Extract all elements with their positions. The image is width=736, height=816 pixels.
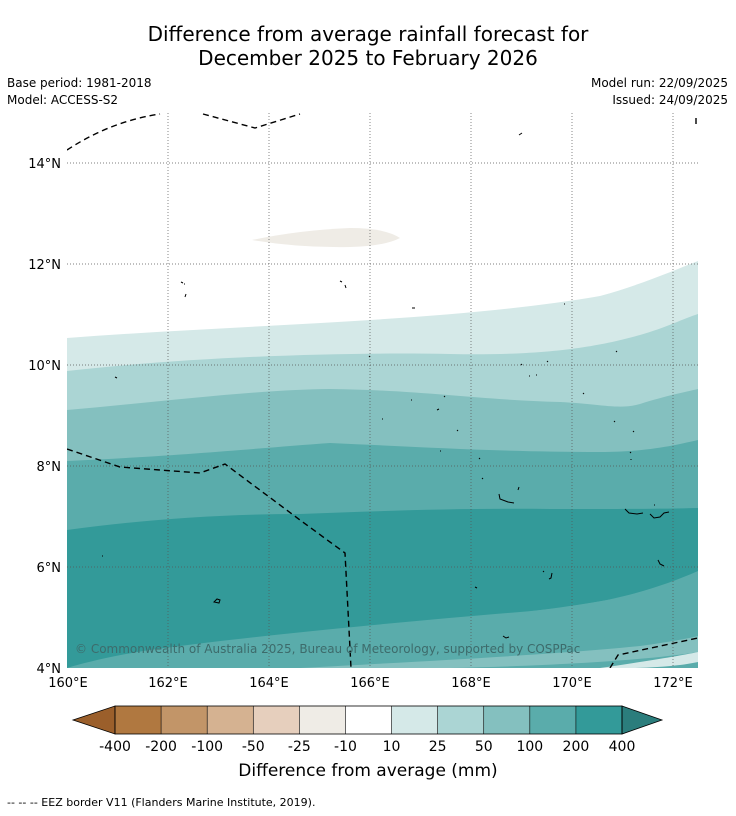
island bbox=[498, 486, 520, 504]
lat-label: 8°N bbox=[37, 460, 62, 475]
island bbox=[542, 570, 553, 580]
colorbar-arrow-low bbox=[71, 705, 116, 735]
model-run: Model run: 22/09/2025 bbox=[590, 76, 728, 90]
colorbar-tick-label: -200 bbox=[145, 739, 177, 755]
colorbar-tick-label: 400 bbox=[609, 739, 636, 755]
eez-footnote: -- -- -- EEZ border V11 (Flanders Marine… bbox=[7, 796, 316, 809]
lat-label: 14°N bbox=[28, 157, 61, 172]
island bbox=[339, 280, 347, 289]
eez-borders bbox=[67, 113, 698, 668]
issued-date: Issued: 24/09/2025 bbox=[612, 93, 728, 107]
island bbox=[212, 598, 221, 604]
colorbar-swatch bbox=[345, 706, 392, 734]
colorbar-ticks: -400 -200 -100 -50 -25 -10 10 25 50 100 200 400 bbox=[99, 739, 635, 755]
colorbar-swatch bbox=[161, 706, 208, 734]
lon-label: 170°E bbox=[552, 676, 592, 691]
island bbox=[624, 508, 644, 515]
colorbar-tick-label: -100 bbox=[191, 739, 223, 755]
colorbar-tick-label: -400 bbox=[99, 739, 131, 755]
map-title: Difference from average rainfall forecas… bbox=[0, 22, 736, 70]
colorbar bbox=[71, 705, 664, 735]
lon-label: 162°E bbox=[148, 676, 188, 691]
copyright-notice: © Commonwealth of Australia 2025, Bureau… bbox=[75, 642, 580, 656]
lat-labels: 14°N 12°N 10°N 8°N 6°N 4°N bbox=[28, 157, 61, 677]
island bbox=[180, 281, 187, 298]
colorbar-tick-label: 200 bbox=[563, 739, 590, 755]
colorbar-tick-label: 10 bbox=[383, 739, 401, 755]
lon-label: 160°E bbox=[48, 676, 88, 691]
island bbox=[582, 350, 618, 395]
band-50-100-south bbox=[300, 636, 698, 668]
colorbar-tick-label: -25 bbox=[288, 739, 311, 755]
eez-border-north bbox=[67, 113, 161, 151]
lat-label: 4°N bbox=[37, 662, 62, 677]
island bbox=[518, 132, 523, 136]
lat-label: 12°N bbox=[28, 258, 61, 273]
colorbar-swatch bbox=[253, 706, 300, 734]
colorbar-swatch bbox=[299, 706, 346, 734]
lon-label: 164°E bbox=[249, 676, 289, 691]
meta-left: Base period: 1981-2018 Model: ACCESS-S2 bbox=[7, 75, 152, 109]
colorbar-swatch bbox=[529, 706, 576, 734]
colorbar-tick-label: 50 bbox=[475, 739, 493, 755]
colorbar-title: Difference from average (mm) bbox=[238, 761, 498, 781]
island bbox=[520, 360, 549, 377]
colorbar-tick-label: -10 bbox=[334, 739, 357, 755]
colorbar-swatch bbox=[483, 706, 530, 734]
island bbox=[382, 395, 459, 432]
island bbox=[114, 376, 118, 379]
model-name: Model: ACCESS-S2 bbox=[7, 93, 119, 107]
colorbar-tick-label: 25 bbox=[429, 739, 447, 755]
island bbox=[502, 635, 510, 639]
band-100-200-south bbox=[67, 581, 698, 668]
title-line-1: Difference from average rainfall forecas… bbox=[147, 22, 589, 46]
lon-labels: 160°E 162°E 164°E 166°E 168°E 170°E 172°… bbox=[48, 676, 693, 691]
island bbox=[368, 355, 371, 358]
colorbar-arrow-high bbox=[621, 705, 664, 735]
islands bbox=[102, 132, 670, 639]
island bbox=[649, 511, 670, 519]
lat-label: 6°N bbox=[37, 561, 62, 576]
meta-right: Model run: 22/09/2025 Issued: 24/09/2025 bbox=[591, 75, 728, 109]
lat-label: 10°N bbox=[28, 359, 61, 374]
gridlines bbox=[67, 113, 698, 668]
band-200-400 bbox=[67, 508, 698, 668]
band-10-25-south bbox=[600, 652, 698, 668]
island bbox=[613, 420, 635, 460]
map-plot-area: © Commonwealth of Australia 2025, Bureau… bbox=[67, 113, 698, 668]
colorbar-swatch bbox=[575, 706, 622, 734]
lon-label: 166°E bbox=[350, 676, 390, 691]
colorbar-swatch bbox=[391, 706, 438, 734]
colorbar-tick-label: 100 bbox=[516, 739, 543, 755]
base-period: Base period: 1981-2018 bbox=[7, 76, 152, 90]
island bbox=[440, 450, 484, 480]
eez-border-south bbox=[609, 637, 698, 668]
lon-label: 168°E bbox=[451, 676, 491, 691]
island bbox=[657, 559, 665, 567]
eez-border-west bbox=[67, 448, 352, 668]
colorbar-swatch bbox=[207, 706, 254, 734]
lon-label: 172°E bbox=[653, 676, 693, 691]
title-line-2: December 2025 to February 2026 bbox=[198, 46, 538, 70]
dry-patch bbox=[252, 228, 400, 248]
colorbar-swatch bbox=[437, 706, 484, 734]
colorbar-tick-label: -50 bbox=[242, 739, 265, 755]
island bbox=[474, 586, 478, 589]
eez-border-north bbox=[202, 113, 301, 129]
colorbar-swatch bbox=[115, 706, 162, 734]
